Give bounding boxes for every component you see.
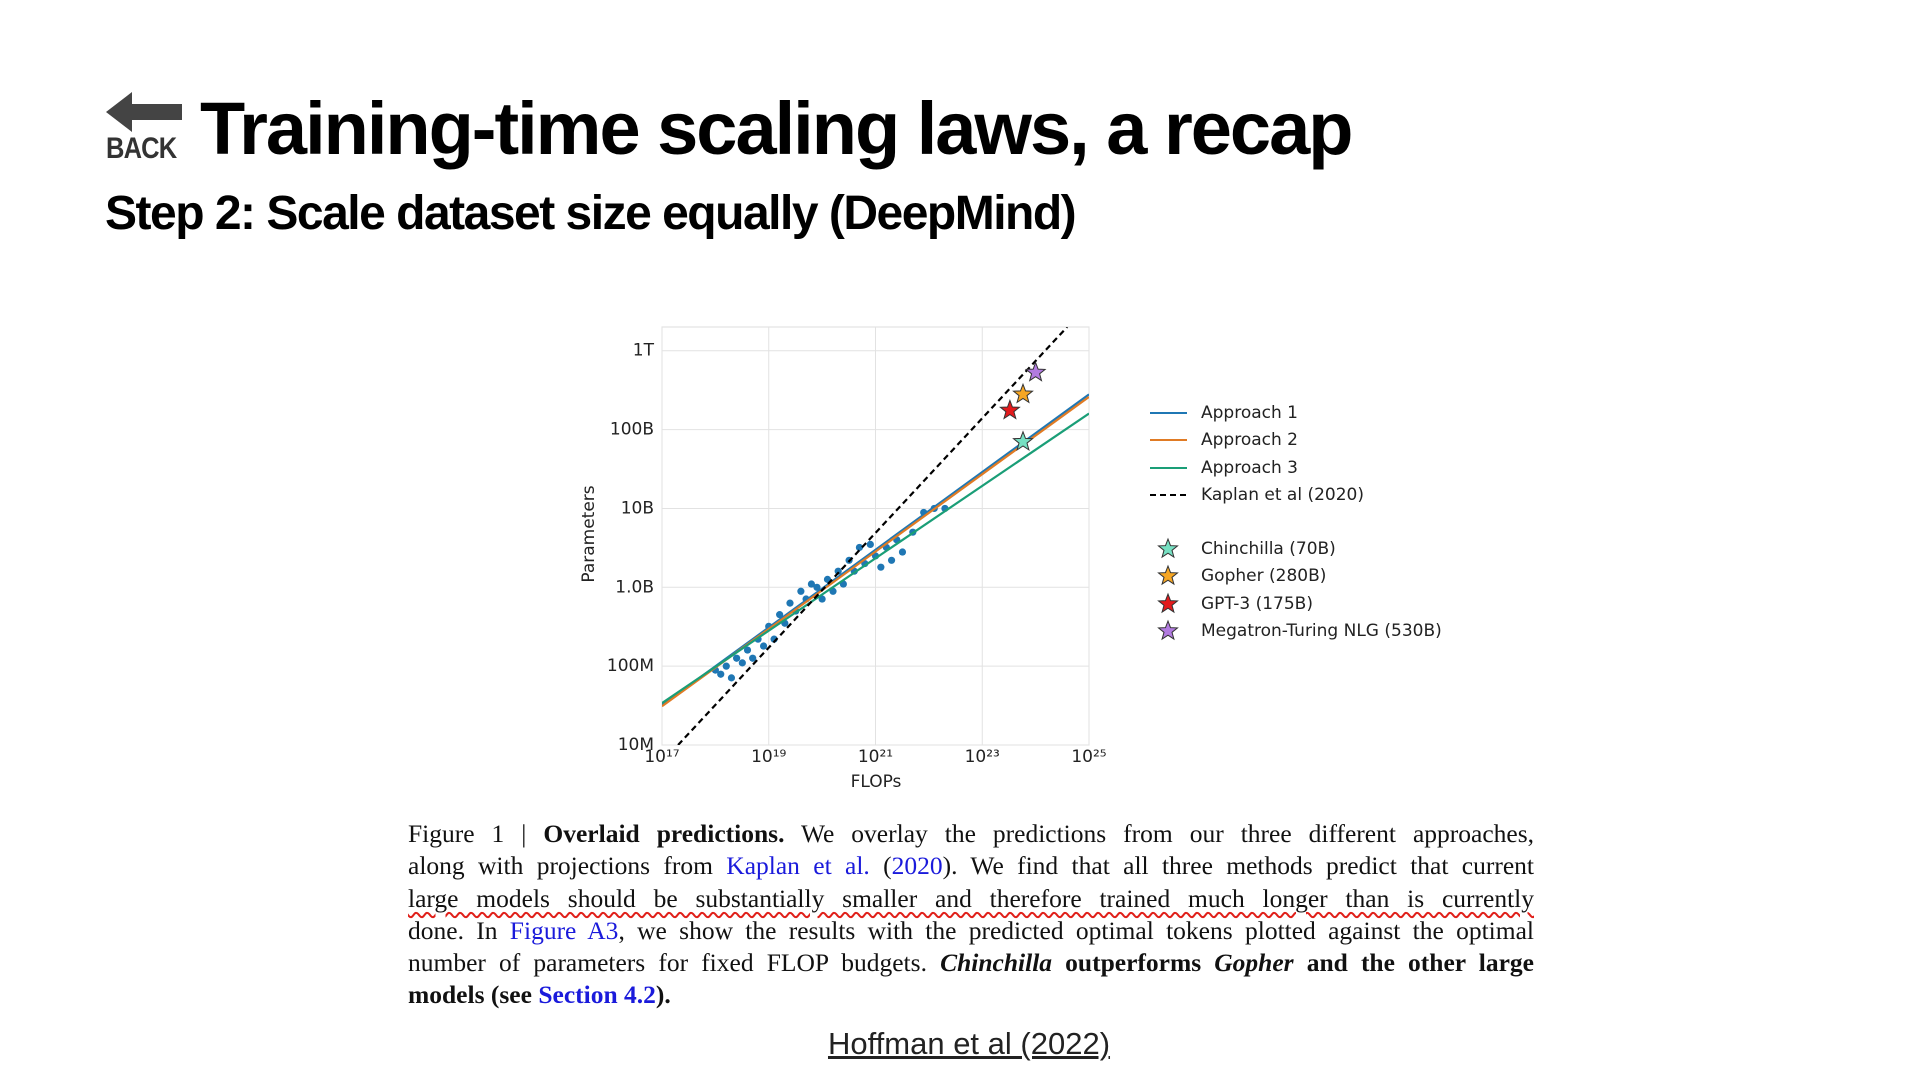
data-point <box>759 642 768 650</box>
slide-subtitle: Step 2: Scale dataset size equally (Deep… <box>105 187 1077 240</box>
caption-text: done. In <box>408 915 510 945</box>
legend-swatch <box>1157 537 1179 559</box>
x-tick-label: 10²³ <box>965 747 1000 767</box>
y-tick-label: 10B <box>621 498 654 518</box>
legend-label: GPT-3 (175B) <box>1201 594 1313 614</box>
legend-label: Gopher (280B) <box>1201 566 1326 586</box>
caption-link[interactable]: Section 4.2 <box>538 980 656 1010</box>
y-axis-label: Parameters <box>579 485 599 582</box>
caption-text: Chinchilla <box>940 948 1053 978</box>
legend-swatch <box>1157 564 1179 586</box>
data-point <box>722 662 730 670</box>
caption-text: ). <box>655 980 671 1010</box>
data-point <box>717 670 725 678</box>
data-point <box>727 674 736 682</box>
star-marker <box>1024 361 1047 382</box>
caption-text: number of parameters for fixed FLOP budg… <box>408 948 941 978</box>
series-line <box>662 412 1089 705</box>
y-tick-label: 1T <box>633 341 655 361</box>
legend-label: Megatron-Turing NLG (530B) <box>1201 621 1442 641</box>
caption-text: ). We find that all three methods predic… <box>942 851 1534 881</box>
data-point <box>866 540 874 548</box>
data-point <box>855 543 864 552</box>
caption-text: Figure 1 | <box>408 819 544 848</box>
legend-label: Chinchilla (70B) <box>1201 539 1336 559</box>
back-button[interactable]: BACK <box>106 92 188 168</box>
legend-swatch <box>1157 592 1179 614</box>
caption-link[interactable]: Figure A3 <box>509 915 619 945</box>
y-tick-label: 100M <box>607 656 654 676</box>
star-marker <box>1012 430 1034 452</box>
data-point <box>733 654 741 662</box>
data-point <box>743 646 752 654</box>
chart: Parameters FLOPs 10¹⁷ 10¹⁹ 10²¹ 10²³ 10²⁵ 10M… <box>579 326 1442 792</box>
x-tick-label: 10²¹ <box>858 747 893 767</box>
legend-swatch <box>1157 619 1179 641</box>
legend-label: Kaplan et al (2020) <box>1201 485 1364 505</box>
back-label: BACK <box>106 132 177 165</box>
legend-label: Approach 3 <box>1201 458 1298 478</box>
citation[interactable]: Hoffman et al (2022) <box>827 1026 1111 1061</box>
x-tick-label: 10¹⁹ <box>751 747 786 767</box>
caption-text: and the other large <box>1293 948 1534 978</box>
data-point <box>818 595 826 603</box>
x-axis-label: FLOPs <box>851 772 902 792</box>
data-point <box>786 599 794 607</box>
x-tick-label: 10²⁵ <box>1071 747 1106 767</box>
y-tick-label: 10M <box>618 735 654 755</box>
y-tick-label: 1.0B <box>615 577 654 597</box>
data-point <box>738 659 746 667</box>
legend-label: Approach 1 <box>1201 403 1298 423</box>
caption-text: models (see <box>408 980 539 1010</box>
data-point <box>834 567 842 575</box>
star-marker <box>1012 382 1034 404</box>
caption-text: outperforms <box>1052 948 1215 978</box>
data-point <box>898 548 907 556</box>
caption-link[interactable]: Kaplan et al. <box>726 851 870 881</box>
data-point <box>813 583 821 591</box>
legend-label: Approach 2 <box>1201 430 1298 450</box>
caption-line: Figure 1 | Overlaid predictions. We over… <box>408 818 1534 850</box>
caption-text: ( <box>869 851 892 881</box>
caption-text: , we show the results with the predicted… <box>618 915 1534 945</box>
back-arrow <box>106 92 182 132</box>
caption-text: We overlay the predictions from our thre… <box>784 819 1535 848</box>
data-point <box>887 556 896 564</box>
data-point <box>776 611 784 619</box>
star-marker <box>999 398 1021 420</box>
data-point <box>877 563 885 571</box>
caption-text: Overlaid predictions. <box>543 819 785 848</box>
caption-line: models (see Section 4.2). <box>408 979 1534 1011</box>
caption-line: along with projections from Kaplan et al… <box>408 850 1534 882</box>
caption-text: Gopher <box>1214 948 1294 978</box>
caption-link[interactable]: 2020 <box>891 851 943 881</box>
caption-line: done. In Figure A3, we show the results … <box>408 915 1534 947</box>
data-point <box>797 587 805 595</box>
data-point <box>807 580 816 588</box>
caption-highlight: large models should be substantially sma… <box>408 883 1534 913</box>
caption-line: large models should be substantially sma… <box>408 883 1534 915</box>
figure-caption: Figure 1 | Overlaid predictions. We over… <box>408 818 1534 1012</box>
y-tick-label: 100B <box>610 420 654 440</box>
data-point <box>749 654 757 662</box>
slide-title: Training-time scaling laws, a recap <box>200 87 1353 170</box>
caption-text: along with projections from <box>408 851 727 881</box>
caption-line: number of parameters for fixed FLOP budg… <box>408 947 1534 979</box>
x-tick-label: 10¹⁷ <box>644 747 679 767</box>
series-line <box>677 327 1068 745</box>
